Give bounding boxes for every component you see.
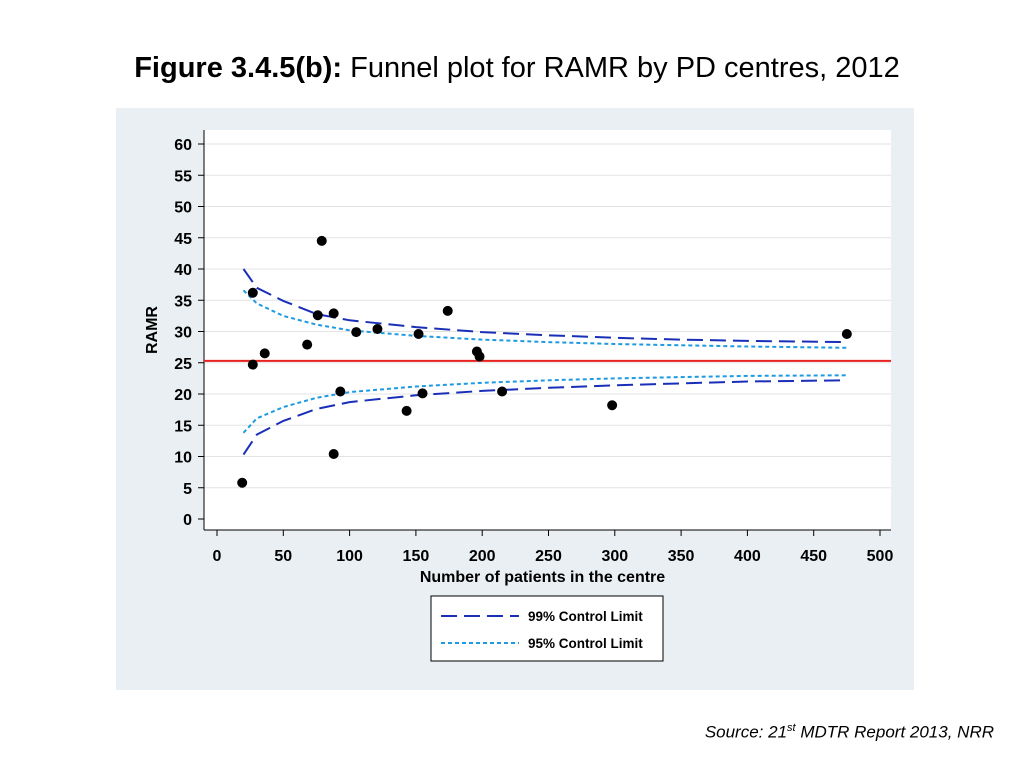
data-point [335, 386, 346, 397]
funnel-plot-chart: 0 5 10 15 20 25 30 35 40 45 50 55 60 0 50 100 150 200 250 3… [144, 130, 894, 662]
data-point [312, 310, 323, 321]
x-tick-label: 300 [601, 548, 628, 565]
slide-title-figure-number: Figure 3.4.5(b): [134, 52, 343, 84]
data-point [841, 329, 852, 339]
data-point [259, 348, 270, 359]
data-point [442, 305, 453, 316]
y-tick-label: 50 [174, 200, 192, 217]
y-tick-label: 0 [183, 512, 192, 529]
x-tick-label: 0 [213, 548, 222, 565]
y-tick-label: 40 [174, 262, 192, 279]
source-note: Source: 21st MDTR Report 2013, NRR [705, 722, 994, 743]
x-tick-label: 100 [336, 548, 363, 565]
data-point [607, 400, 618, 411]
legend-box [430, 595, 664, 662]
y-tick-label: 25 [174, 356, 192, 373]
x-tick-label: 500 [867, 548, 894, 565]
legend-entry-label: 95% Control Limit [528, 636, 643, 651]
slide-title-text: Funnel plot for RAMR by PD centres, 2012 [342, 52, 900, 84]
x-axis-title: Number of patients in the centre [420, 569, 665, 586]
source-note-prefix: Source: 21 [704, 722, 788, 742]
data-point [247, 287, 258, 298]
data-point [328, 308, 339, 319]
y-tick-label: 15 [174, 418, 192, 435]
y-tick-label: 35 [174, 293, 192, 310]
data-point [328, 449, 339, 459]
data-point [372, 324, 383, 334]
data-point [417, 388, 428, 399]
control-limit-95pct-lower [242, 374, 847, 434]
y-tick-label: 60 [174, 137, 192, 154]
x-tick-label: 200 [469, 548, 496, 565]
slide-title: Figure 3.4.5(b): Funnel plot for RAMR by… [0, 52, 1024, 85]
data-point [497, 386, 508, 397]
data-point [351, 327, 362, 338]
control-limit-95pct-upper [242, 289, 847, 349]
data-point [474, 351, 485, 362]
control-limit-99pct-upper [242, 268, 847, 344]
data-point [401, 405, 412, 416]
data-point [413, 329, 424, 339]
y-axis-title: RAMR [144, 306, 161, 354]
data-point [316, 235, 327, 246]
data-point [247, 359, 258, 370]
source-note-superscript: st [787, 722, 796, 734]
source-note-suffix: MDTR Report 2013, NRR [795, 722, 994, 742]
x-tick-label: 250 [535, 548, 562, 565]
y-tick-label: 10 [174, 450, 192, 467]
y-tick-label: 5 [183, 481, 192, 498]
chart-panel: 0 5 10 15 20 25 30 35 40 45 50 55 60 0 50 100 150 200 250 3… [116, 108, 914, 690]
data-point [302, 339, 313, 350]
x-tick-label: 150 [403, 548, 430, 565]
y-tick-label: 30 [174, 325, 192, 342]
y-tick-label: 55 [174, 168, 192, 185]
control-limit-99pct-lower [242, 379, 847, 456]
x-tick-label: 450 [800, 548, 827, 565]
plot-area [204, 130, 891, 530]
x-tick-label: 350 [668, 548, 695, 565]
x-tick-label: 400 [734, 548, 761, 565]
y-tick-label: 45 [174, 231, 192, 248]
legend-entry-label: 99% Control Limit [528, 609, 643, 624]
y-tick-label: 20 [174, 387, 192, 404]
data-point [237, 477, 248, 488]
x-tick-label: 50 [274, 548, 292, 565]
